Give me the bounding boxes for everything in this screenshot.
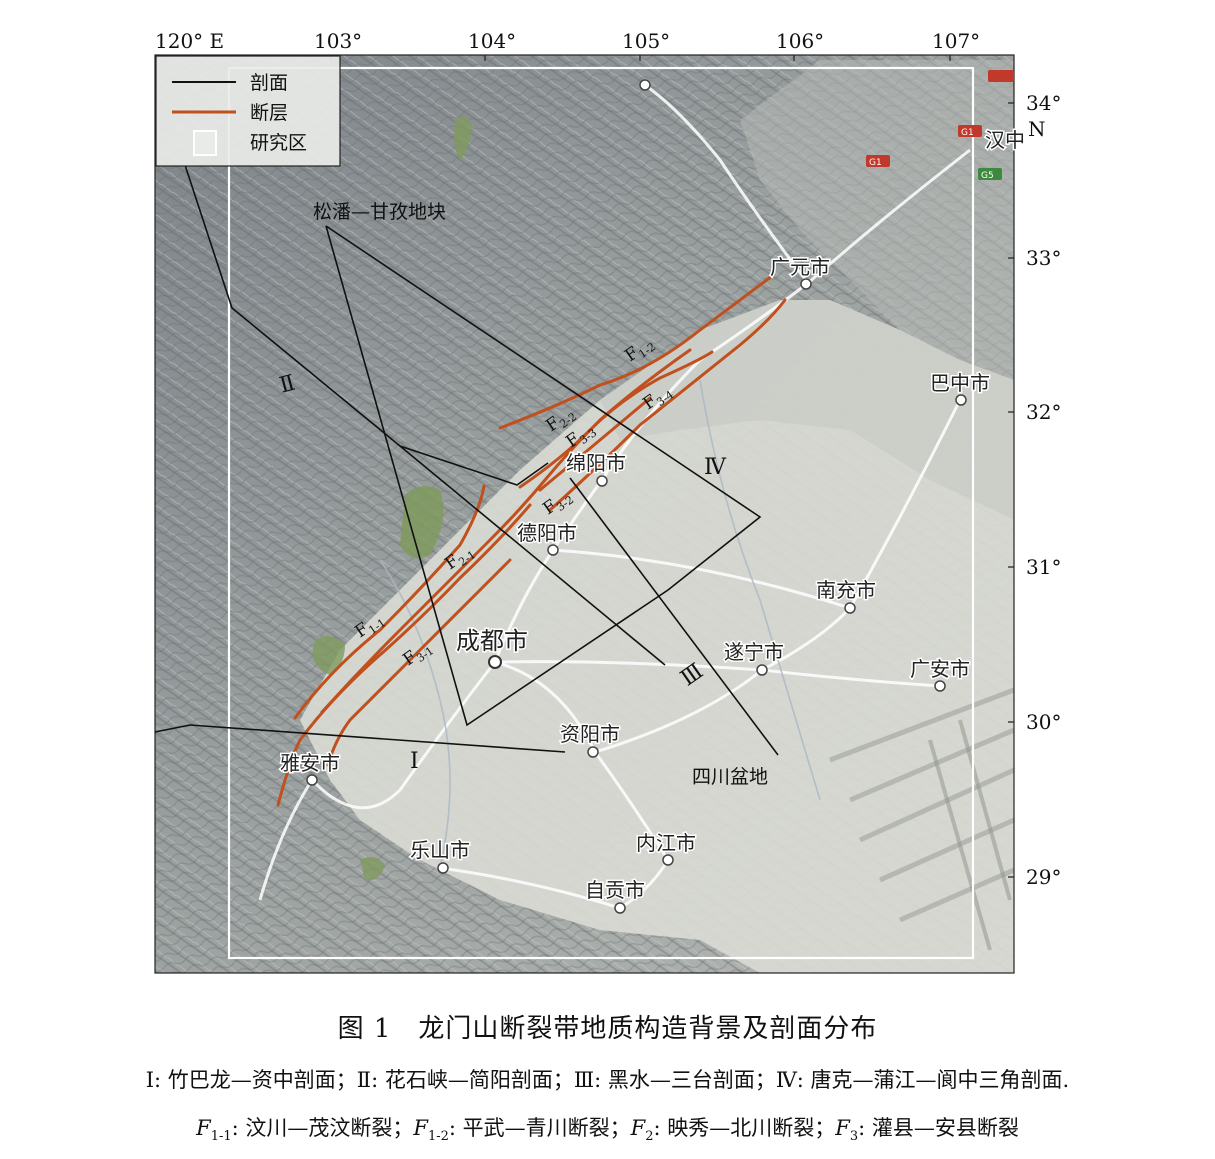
north-label: N [1028,117,1046,141]
region-sichuan-basin: 四川盆地 [692,766,768,788]
profile-iii-line [399,445,666,666]
fault-desc: : 灌县—安县断裂 [858,1116,1019,1140]
profile-iii-line-2 [325,225,762,727]
city-guangan: 广安市 [909,656,972,692]
legend-profile-label: 剖面 [250,72,288,94]
city-guangyuan: 广元市 [769,254,832,290]
lon-tick: 104° [468,29,516,53]
lat-tick: 30° [1026,710,1061,734]
svg-text:乐山市: 乐山市 [410,838,470,862]
city-zigong: 自贡市 [584,877,647,914]
lon-tick: 103° [314,29,362,53]
svg-text:广安市: 广安市 [910,657,970,681]
cities: 广元市 巴中市 绵阳市 德阳市 成都市 南充市 遂宁市 广安市 [279,79,1027,914]
legend-fault-label: 断层 [250,102,288,124]
city-chengdu: 成都市 [455,626,530,669]
fault-desc: : 平武—青川断裂； [448,1116,631,1140]
caption-note-faults: F1-1: 汶川—茂汶断裂；F1-2: 平武—青川断裂；F2: 映秀—北川断裂；… [0,1112,1215,1144]
profiles [154,164,779,756]
lon-tick: 105° [622,29,670,53]
city-hanzhong-fragment: 汉中 [985,128,1025,152]
lat-tick: 29° [1026,865,1061,889]
profile-label-ii: Ⅱ [277,371,298,399]
city-leshan: 乐山市 [409,837,472,874]
figure-title: 图 1 龙门山断裂带地质构造背景及剖面分布 [337,1014,878,1044]
lat-tick: 32° [1026,400,1061,424]
fault-f3-4 [548,298,787,512]
svg-text:南充市: 南充市 [816,578,876,602]
profile-label-i: I [410,749,419,774]
svg-text:广元市: 广元市 [770,255,830,279]
fault-symbol: F [630,1116,646,1140]
latitude-ticks: 34° N 33° 32° 31° 30° 29° [1008,91,1061,889]
svg-text:遂宁市: 遂宁市 [724,640,784,664]
map-frame [154,54,1015,974]
city-ziyang: 资阳市 [559,721,622,758]
fault-f3-1 [276,503,532,807]
fault-desc: : 映秀—北川断裂； [653,1116,836,1140]
city-nanchong: 南充市 [815,577,878,614]
svg-text:资阳市: 资阳市 [560,722,620,746]
profile-i-line [154,724,566,753]
svg-text:成都市: 成都市 [456,627,528,655]
study-area-box [227,66,975,960]
region-songpan: 松潘—甘孜地块 [313,201,446,223]
road-badge: G1 [869,158,882,168]
longitude-ticks: 120° E 103° 104° 105° 106° 107° [155,29,980,61]
city-marker-north [639,79,651,91]
fault-f1-1 [293,484,486,720]
fault-subscript: 2 [645,1129,654,1145]
lon-tick: 106° [776,29,824,53]
fault-symbol: F [196,1116,211,1140]
svg-text:内江市: 内江市 [636,831,696,855]
fault-subscript: 1-1 [210,1129,232,1145]
road-badge: G1 [961,128,974,138]
svg-text:绵阳市: 绵阳市 [566,451,626,475]
road-badges: G1 G1 G5 [866,70,1014,181]
legend-study-area-label: 研究区 [250,132,307,154]
sichuan-basin-leader [569,477,779,756]
road-badge: G5 [981,171,994,181]
fault-f1-2 [498,274,774,430]
lat-tick: 33° [1026,246,1061,270]
svg-text:巴中市: 巴中市 [930,371,990,395]
fault-symbol: F [413,1116,428,1140]
svg-text:自贡市: 自贡市 [585,878,645,902]
fault-f3-3 [538,396,652,492]
lon-tick: 120° E [155,29,224,53]
fault-subscript: 1-2 [427,1129,449,1145]
basemap [155,55,1014,973]
lat-tick: 34° [1026,91,1061,115]
city-neijiang: 内江市 [635,830,698,866]
fault-f2-2 [518,350,714,489]
lon-tick: 107° [932,29,980,53]
svg-text:德阳市: 德阳市 [517,521,577,545]
fault-symbol: F [835,1116,850,1140]
map-canvas: 120° E 103° 104° 105° 106° 107° 34° N 33… [154,29,1061,974]
fault-desc: : 汶川—茂汶断裂； [231,1116,414,1140]
city-bazhong: 巴中市 [929,370,992,406]
svg-text:雅安市: 雅安市 [280,751,340,775]
city-yaan: 雅安市 [279,750,342,786]
legend-study-area-swatch [193,130,217,156]
vegetation-patch [400,486,444,559]
profile-label-iv: Ⅳ [704,455,727,480]
legend: 剖面 断层 研究区 [155,55,341,167]
sichuan-basin-area [300,300,1014,973]
city-suining: 遂宁市 [723,639,786,676]
city-mianyang: 绵阳市 [565,450,628,487]
map: 120° E 103° 104° 105° 106° 107° 34° N 33… [154,29,1061,974]
lat-tick: 31° [1026,555,1061,579]
caption-note-profiles: Ⅰ: 竹巴龙—资中剖面；Ⅱ: 花石峡—简阳剖面；Ⅲ: 黑水—三台剖面；Ⅳ: 唐克… [145,1068,1070,1092]
fault-subscript: 3 [849,1129,859,1145]
city-deyang: 德阳市 [516,520,579,556]
